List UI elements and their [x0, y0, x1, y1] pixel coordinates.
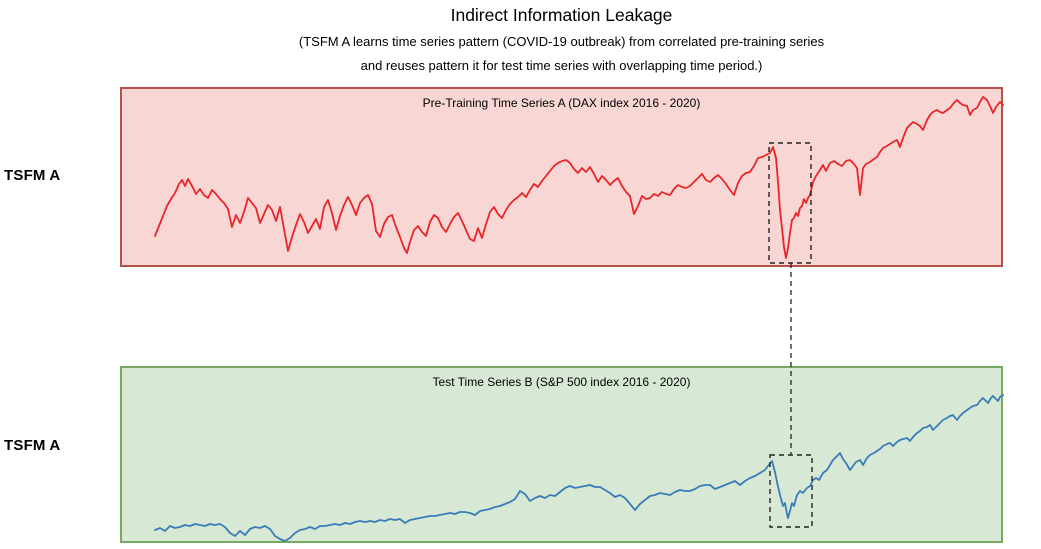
pretraining-series-panel: Pre-Training Time Series A (DAX index 20…	[120, 87, 1003, 267]
figure-subtitle-line1: (TSFM A learns time series pattern (COVI…	[298, 34, 825, 49]
figure-subtitle-line2: and reuses pattern it for test time seri…	[360, 58, 763, 73]
figure-title: Indirect Information Leakage	[450, 5, 673, 25]
tsfm-model-label-top: TSFM A	[4, 167, 61, 184]
tsfm-model-label-bottom: TSFM A	[4, 437, 61, 454]
test-panel-title: Test Time Series B (S&P 500 index 2016 -…	[432, 375, 691, 389]
pretraining-panel-title: Pre-Training Time Series A (DAX index 20…	[422, 96, 701, 110]
test-series-panel: Test Time Series B (S&P 500 index 2016 -…	[120, 366, 1003, 543]
